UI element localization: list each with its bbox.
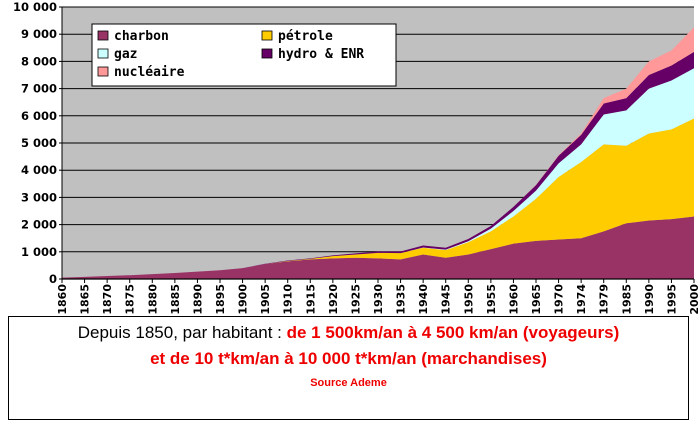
x-tick-label: 1905: [259, 284, 272, 315]
x-tick-label: 1960: [507, 284, 520, 315]
legend-swatch: [261, 48, 273, 59]
y-tick-label: 2 000: [21, 218, 57, 232]
x-tick-label: 1910: [282, 284, 295, 315]
y-tick-label: 6 000: [21, 109, 57, 123]
x-tick-label: 1925: [349, 284, 362, 315]
y-tick-label: 4 000: [21, 163, 57, 177]
y-tick-label: 3 000: [21, 190, 57, 204]
legend-label: hydro & ENR: [278, 47, 364, 62]
legend-swatch: [97, 66, 109, 77]
x-tick-label: 1970: [553, 284, 566, 315]
x-tick-label: 2000: [688, 284, 700, 315]
x-tick-label: 1950: [462, 284, 475, 315]
x-tick-label: 1995: [665, 284, 678, 315]
x-tick-label: 1955: [485, 284, 498, 315]
x-tick-label: 1935: [395, 284, 408, 315]
legend: charbon pétrole gaz hydro & ENR nucléaire: [91, 23, 397, 87]
caption-line-2: et de 10 t*km/an à 10 000 t*km/an (march…: [150, 349, 547, 368]
y-tick-label: 9 000: [21, 27, 57, 41]
y-tick-label: 10 000: [13, 0, 57, 14]
x-tick-label: 1885: [169, 284, 182, 315]
y-tick-label: 8 000: [21, 54, 57, 68]
y-tick-label: 0: [49, 272, 57, 286]
caption-line-1: Depuis 1850, par habitant : de 1 500km/a…: [9, 323, 688, 343]
caption-box: Depuis 1850, par habitant : de 1 500km/a…: [8, 316, 689, 420]
legend-label: nucléaire: [114, 65, 185, 80]
x-axis-ticks: 1860 1865 1870 1875 1880 1885 1890 1895 1900 1905…: [56, 279, 700, 315]
x-tick-label: 1965: [530, 284, 543, 315]
x-tick-label: 1865: [79, 284, 92, 315]
x-tick-label: 1915: [304, 284, 317, 315]
stacked-area-chart: 0 1 000 2 000 3 000 4 000 5 000 6 000 7 000 8 00…: [13, 0, 700, 315]
legend-swatch: [261, 30, 273, 41]
legend-label: gaz: [114, 47, 137, 62]
legend-swatch: [97, 48, 109, 59]
legend-box: [91, 23, 397, 87]
area-petrole: [62, 118, 694, 278]
y-axis-ticks: 0 1 000 2 000 3 000 4 000 5 000 6 000 7 000 8 00…: [13, 0, 62, 286]
x-tick-label: 1985: [620, 284, 633, 315]
x-tick-label: 1974: [575, 284, 588, 315]
x-tick-label: 1920: [327, 284, 340, 315]
x-tick-label: 1930: [372, 284, 385, 315]
x-tick-label: 1990: [643, 284, 656, 315]
x-tick-label: 1880: [146, 284, 159, 315]
x-tick-label: 1870: [101, 284, 114, 315]
x-tick-label: 1945: [440, 284, 453, 315]
legend-label: charbon: [114, 29, 169, 44]
y-tick-label: 5 000: [21, 136, 57, 150]
y-tick-label: 1 000: [21, 245, 57, 259]
legend-swatch: [97, 30, 109, 41]
caption-intro: Depuis 1850, par habitant :: [77, 323, 287, 342]
x-tick-label: 1900: [237, 284, 250, 315]
x-tick-label: 1875: [124, 284, 137, 315]
area-charbon: [62, 216, 694, 279]
caption-passengers: de 1 500km/an à 4 500 km/an (voyageurs): [286, 323, 620, 342]
caption-source: Source Ademe: [310, 377, 387, 389]
x-tick-label: 1860: [56, 284, 69, 315]
x-tick-label: 1940: [417, 284, 430, 315]
y-tick-label: 7 000: [21, 82, 57, 96]
x-tick-label: 1979: [598, 284, 611, 315]
legend-label: pétrole: [278, 29, 333, 44]
x-tick-label: 1890: [191, 284, 204, 315]
x-tick-label: 1895: [214, 284, 227, 315]
